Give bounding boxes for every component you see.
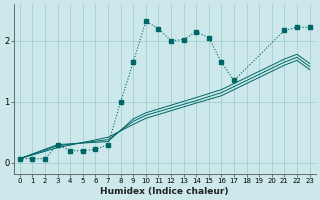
X-axis label: Humidex (Indice chaleur): Humidex (Indice chaleur) [100,187,229,196]
